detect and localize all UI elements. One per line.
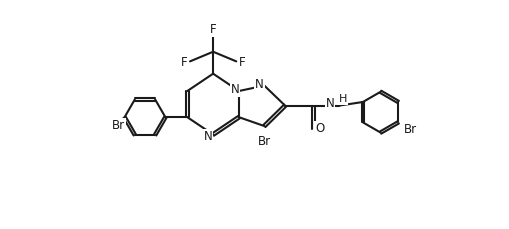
Text: N: N [231, 83, 239, 96]
Text: N: N [255, 78, 264, 91]
Text: N: N [204, 130, 212, 142]
Text: O: O [315, 122, 324, 135]
Text: F: F [181, 56, 187, 69]
Text: Br: Br [112, 119, 125, 132]
Text: H: H [339, 94, 347, 104]
Text: N: N [326, 97, 334, 110]
Text: Br: Br [404, 123, 417, 136]
Text: F: F [239, 56, 245, 69]
Text: F: F [210, 23, 216, 36]
Text: Br: Br [258, 135, 271, 148]
